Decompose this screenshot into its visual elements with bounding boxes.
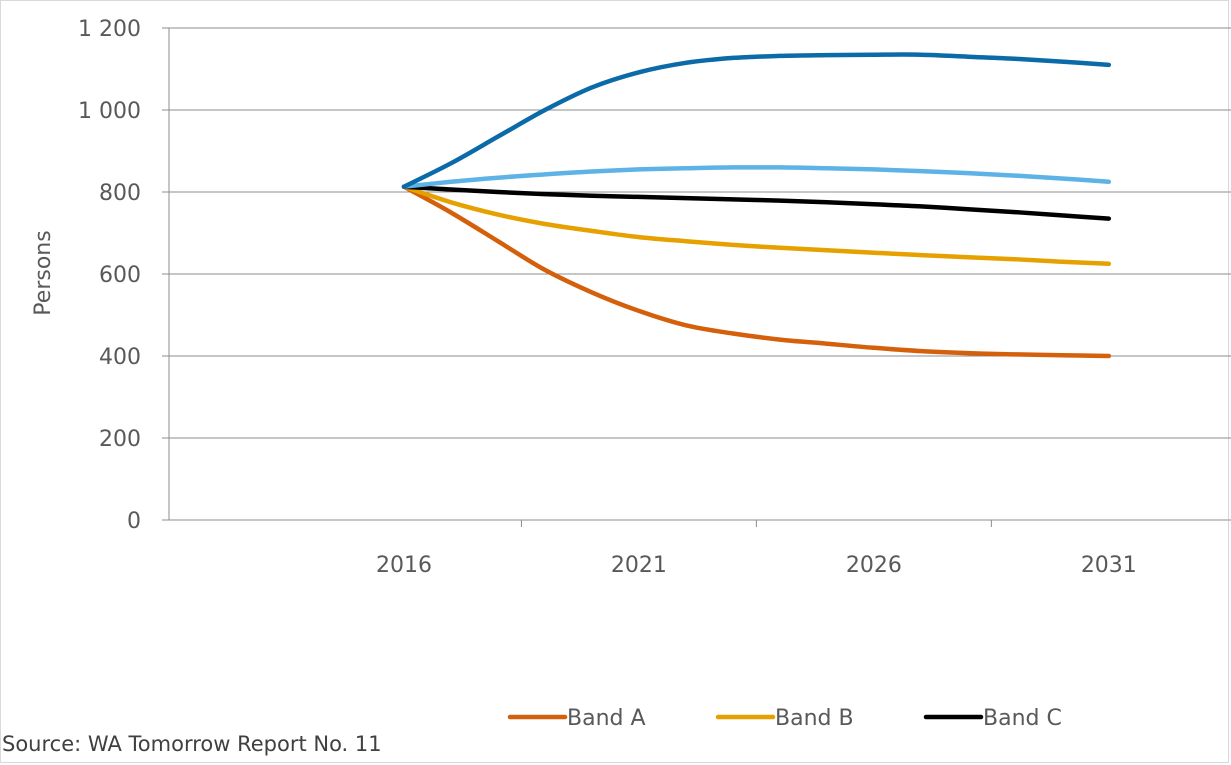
y-tick-label: 600 bbox=[99, 263, 141, 288]
y-tick-label: 200 bbox=[99, 427, 141, 452]
y-tick-label: 400 bbox=[99, 345, 141, 370]
series-line-4 bbox=[401, 165, 1112, 189]
legend-label-3: Band C bbox=[983, 706, 1062, 731]
series-line-1 bbox=[401, 184, 1112, 359]
y-tick-label: 1 000 bbox=[78, 99, 141, 124]
series-line-2 bbox=[401, 184, 1112, 267]
y-tick-label: 0 bbox=[127, 509, 141, 534]
series-line-3 bbox=[401, 184, 1112, 221]
y-axis-title: Persons bbox=[31, 230, 56, 315]
legend-label-1: Band A bbox=[567, 706, 646, 731]
grid-lines bbox=[169, 27, 1231, 439]
x-tick-label: 2016 bbox=[376, 553, 432, 578]
x-axis: 2016 2021 2026 2031 bbox=[169, 519, 1231, 578]
source-note: Source: WA Tomorrow Report No. 11 bbox=[2, 732, 382, 756]
y-tick-label: 800 bbox=[99, 181, 141, 206]
series-line-5 bbox=[401, 52, 1112, 189]
legend-label-2: Band B bbox=[775, 706, 854, 731]
y-tick-label: 1 200 bbox=[78, 17, 141, 42]
series-lines bbox=[401, 52, 1112, 359]
x-tick-label: 2026 bbox=[846, 553, 902, 578]
y-axis: 0 200 400 600 800 1 000 1 200 bbox=[78, 17, 170, 534]
legend: Band A Band B Band C bbox=[507, 706, 1062, 731]
x-tick-label: 2031 bbox=[1081, 553, 1137, 578]
x-tick-label: 2021 bbox=[611, 553, 667, 578]
